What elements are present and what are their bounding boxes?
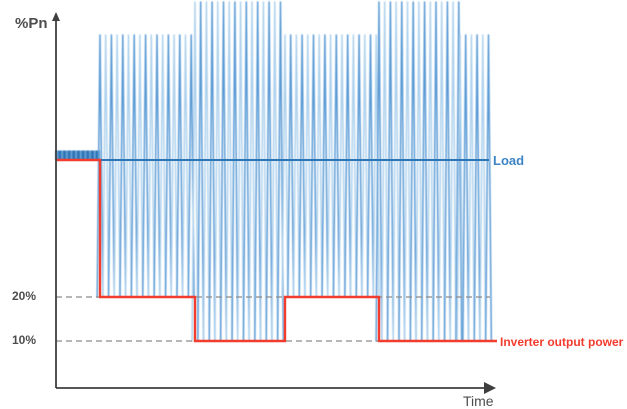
svg-text:Time: Time bbox=[463, 393, 494, 409]
svg-text:Load: Load bbox=[493, 153, 524, 168]
svg-text:10%: 10% bbox=[12, 333, 36, 347]
svg-text:%Pn: %Pn bbox=[15, 15, 48, 32]
svg-text:20%: 20% bbox=[12, 289, 36, 303]
svg-text:Inverter output power: Inverter output power bbox=[500, 335, 624, 349]
